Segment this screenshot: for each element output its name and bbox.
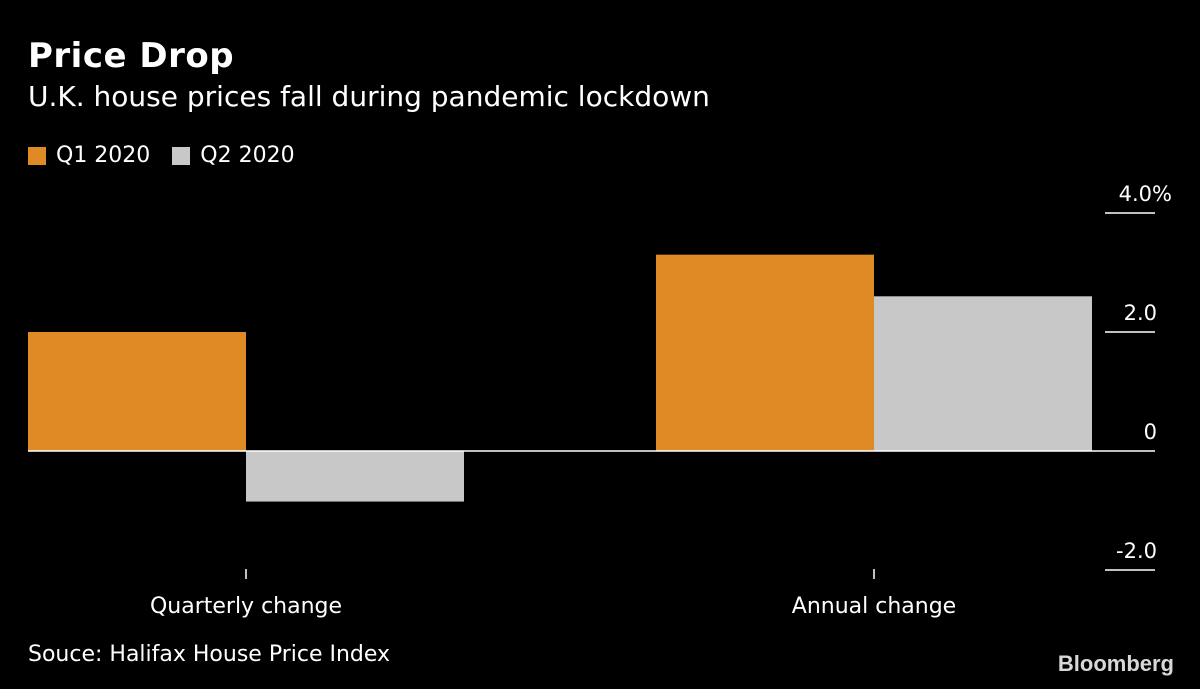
chart-title: Price Drop <box>28 36 235 76</box>
x-tick-label: Annual change <box>792 594 956 619</box>
bloomberg-logo: Bloomberg <box>1057 651 1174 676</box>
y-tick-label: 0 <box>1144 420 1157 444</box>
bar-q1-quarterly <box>28 332 246 451</box>
legend-item-q2: Q2 2020 <box>172 143 295 168</box>
bar-q2-quarterly <box>246 451 464 502</box>
legend-item-q1: Q1 2020 <box>28 143 150 168</box>
legend-label-q2: Q2 2020 <box>200 143 295 168</box>
legend-swatch-q1 <box>28 146 46 165</box>
legend: Q1 2020 Q2 2020 <box>28 143 317 168</box>
legend-label-q1: Q1 2020 <box>56 143 151 168</box>
chart-subtitle: U.K. house prices fall during pandemic l… <box>28 80 710 113</box>
bar-q2-annual <box>874 296 1092 451</box>
source-note: Souce: Halifax House Price Index <box>28 642 391 667</box>
y-tick-label: -2.0 <box>1116 539 1157 563</box>
y-tick-label: 2.0 <box>1124 301 1157 325</box>
y-tick-label: 4.0% <box>1119 182 1172 206</box>
legend-swatch-q2 <box>172 146 191 165</box>
x-tick-label: Quarterly change <box>150 594 342 619</box>
bar-q1-annual <box>656 254 874 451</box>
